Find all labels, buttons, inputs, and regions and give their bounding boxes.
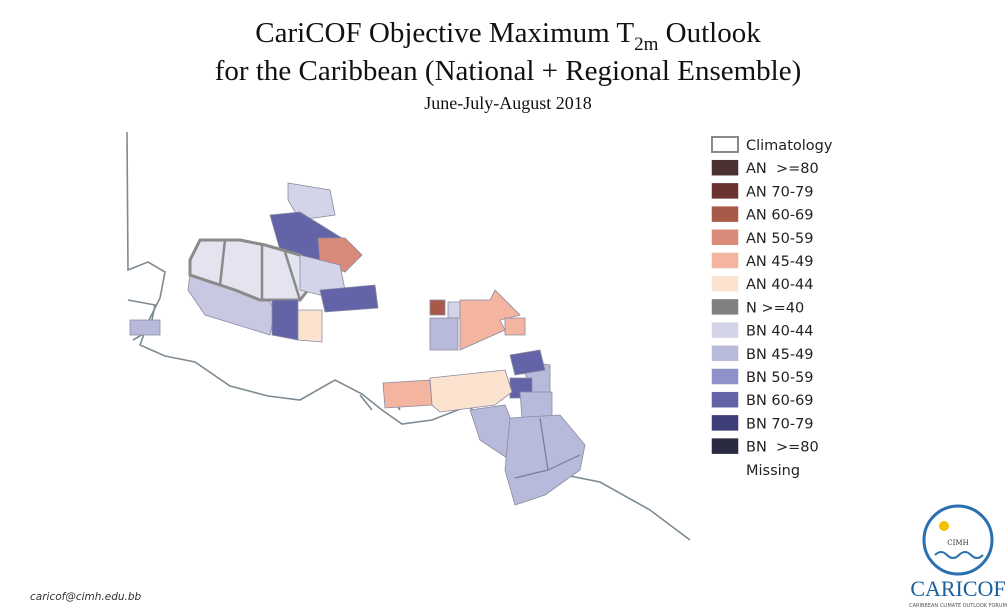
legend-label: N >=40 (746, 300, 804, 316)
legend-swatch (711, 299, 739, 315)
legend-swatch (711, 438, 739, 454)
legend-label: AN 45-49 (746, 254, 814, 270)
legend-swatch (711, 345, 739, 362)
region-border (218, 239, 302, 301)
logo-name: CARICOF (910, 576, 1005, 601)
title: CariCOF Objective Maximum T2m Outlook (255, 17, 761, 55)
legend-label: BN 45-49 (746, 347, 814, 363)
legend-label: Missing (746, 463, 800, 479)
region (319, 284, 379, 313)
logo: CIMH CARICOF CARIBBEAN CLIMATE OUTLOOK F… (909, 504, 1007, 609)
footer-email: caricof@cimh.edu.bb (30, 591, 142, 603)
logo-inner: CIMH (947, 539, 968, 547)
legend-label: AN 70-79 (746, 184, 814, 200)
legend-label: AN 60-69 (746, 208, 814, 224)
region (429, 317, 459, 351)
region (129, 319, 161, 336)
legend-swatch (711, 322, 739, 338)
legend-swatch (711, 252, 739, 269)
legend-swatch (711, 136, 739, 153)
legend-swatch (711, 159, 739, 176)
region (429, 299, 446, 316)
coastline (126, 131, 691, 541)
title-subscript: 2m (634, 34, 659, 55)
legend-swatch (711, 229, 739, 246)
subtitle: June-July-August 2018 (424, 93, 592, 113)
legend-label: BN >=80 (746, 440, 819, 456)
legend-swatch (711, 275, 739, 292)
title-line2: for the Caribbean (National + Regional E… (215, 55, 802, 87)
legend: Climatology AN >=80 AN 70-79 AN 60-69 AN 50-… (711, 136, 833, 479)
map (126, 131, 691, 541)
legend-swatch (711, 368, 739, 385)
region (509, 349, 546, 376)
region (287, 182, 336, 221)
legend-swatch (711, 206, 739, 222)
region (297, 309, 323, 343)
legend-swatch (711, 415, 739, 431)
region (504, 414, 586, 506)
legend-label: BN 50-59 (746, 370, 814, 386)
title-text: CariCOF Objective Maximum T (255, 17, 634, 49)
region (459, 289, 521, 351)
region (271, 299, 299, 341)
logo-sun (939, 521, 949, 531)
legend-label: BN 40-44 (746, 324, 814, 340)
legend-label: Climatology (746, 138, 833, 154)
region (382, 379, 433, 409)
logo-tagline: CARIBBEAN CLIMATE OUTLOOK FORUM (909, 603, 1007, 609)
legend-swatch (711, 391, 739, 408)
region (504, 317, 526, 336)
legend-swatch (711, 183, 739, 199)
region (429, 369, 513, 413)
legend-label: BN 70-79 (746, 416, 814, 432)
region (519, 391, 553, 419)
legend-label: AN 50-59 (746, 231, 814, 247)
legend-label: AN >=80 (746, 161, 819, 177)
legend-label: AN 40-44 (746, 277, 814, 293)
legend-label: BN 60-69 (746, 393, 814, 409)
title-text: Outlook (658, 17, 761, 49)
logo-wave (934, 551, 984, 559)
region-border (514, 417, 581, 479)
